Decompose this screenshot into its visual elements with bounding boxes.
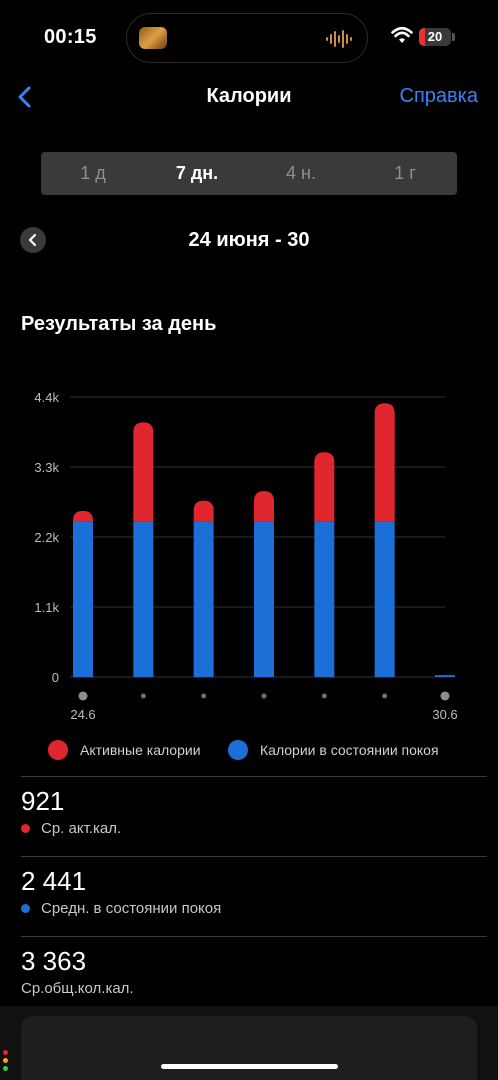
y-tick-label: 1.1k: [34, 600, 59, 615]
bar-active-calories: [254, 491, 274, 522]
bar-resting-calories: [314, 521, 335, 677]
x-tick-dot: [140, 693, 146, 699]
section-title: Результаты за день: [21, 313, 217, 335]
status-bar: 00:15 20: [0, 0, 498, 76]
divider: [21, 856, 487, 857]
chart-legend: Активные калории Калории в состоянии поко…: [0, 737, 498, 765]
status-time: 00:15: [44, 26, 97, 48]
legend-label: Активные калории: [80, 742, 201, 758]
bar-resting-calories: [374, 521, 395, 677]
bar-resting-calories: [193, 521, 214, 677]
segment-2[interactable]: 4 н.: [286, 163, 316, 183]
page-title: Калории: [206, 85, 292, 107]
dynamic-island[interactable]: [126, 13, 368, 63]
bottom-card[interactable]: [21, 1016, 477, 1080]
x-tick-dot: [321, 693, 327, 699]
navigation-bar: Калории Справка: [0, 76, 498, 118]
stat-label-row: Средн. в состоянии покоя: [21, 900, 487, 917]
screen-recording-indicator: [3, 1050, 9, 1074]
bar-active-calories: [133, 422, 154, 522]
previous-period-button[interactable]: [20, 227, 46, 253]
segment-1[interactable]: 7 дн.: [175, 163, 219, 183]
bar-active-calories: [314, 452, 335, 522]
x-tick-dot: [261, 693, 267, 699]
stat-label-row: Ср.общ.кол.кал.: [21, 980, 487, 997]
battery-percent: 20: [427, 29, 443, 44]
stat-color-dot: [21, 904, 30, 913]
stat-color-dot: [21, 824, 30, 833]
divider: [21, 776, 487, 777]
x-tick-dot: [440, 691, 450, 701]
calories-bar-chart: 4.4k 3.3k 2.2k 1.1k 0 24.6 30.6: [34, 390, 457, 722]
x-tick-dot: [382, 693, 388, 699]
segment-0[interactable]: 1 д: [80, 163, 106, 183]
bar-active-calories: [193, 500, 214, 522]
segment-3[interactable]: 1 г: [394, 163, 416, 183]
legend-item: Активные калории: [48, 737, 201, 763]
battery-level-fill: [419, 28, 426, 46]
stat-avg-total: 3 363 Ср.общ.кол.кал.: [21, 946, 487, 997]
date-range-label: 24 июня - 30: [188, 229, 310, 251]
stat-label: Ср. акт.кал.: [41, 820, 122, 837]
y-tick-label: 0: [52, 670, 59, 685]
bar-active-calories: [73, 510, 93, 522]
legend-color-dot: [48, 740, 68, 760]
battery-icon: 20: [419, 28, 451, 46]
help-button[interactable]: Справка: [399, 85, 478, 107]
audio-waveform-icon: [326, 30, 352, 48]
stat-avg-resting: 2 441 Средн. в состоянии покоя: [21, 866, 487, 917]
x-tick-dot: [78, 691, 88, 701]
x-tick-label: 24.6: [70, 707, 95, 722]
legend-item: Калории в состоянии покоя: [228, 737, 439, 763]
period-segmented-control: 1 д 7 дн. 4 н. 1 г: [41, 152, 457, 195]
divider: [21, 936, 487, 937]
stat-avg-active: 921 Ср. акт.кал.: [21, 786, 487, 837]
wifi-icon: [391, 26, 413, 43]
home-indicator[interactable]: [161, 1064, 338, 1069]
chevron-left-icon: [28, 233, 37, 247]
legend-color-dot: [228, 740, 248, 760]
bar-active-calories: [374, 403, 395, 522]
now-playing-artwork: [139, 27, 167, 49]
stat-value: 921: [21, 786, 65, 816]
back-button[interactable]: [14, 82, 38, 112]
bar-resting-calories: [73, 521, 93, 677]
bar-resting-calories: [254, 521, 274, 677]
y-tick-label: 3.3k: [34, 460, 59, 475]
x-tick-label: 30.6: [432, 707, 457, 722]
battery-cap: [452, 33, 455, 41]
stat-label: Средн. в состоянии покоя: [41, 900, 222, 917]
stat-value: 2 441: [21, 866, 87, 896]
stat-label-row: Ср. акт.кал.: [21, 820, 487, 837]
bar-resting-calories: [435, 675, 455, 677]
y-tick-label: 2.2k: [34, 530, 59, 545]
legend-label: Калории в состоянии покоя: [260, 742, 439, 758]
chevron-left-icon: [18, 86, 31, 108]
bar-resting-calories: [133, 521, 154, 677]
stat-value: 3 363: [21, 946, 87, 976]
x-tick-dot: [201, 693, 207, 699]
stat-label: Ср.общ.кол.кал.: [21, 980, 134, 997]
y-tick-label: 4.4k: [34, 390, 59, 405]
